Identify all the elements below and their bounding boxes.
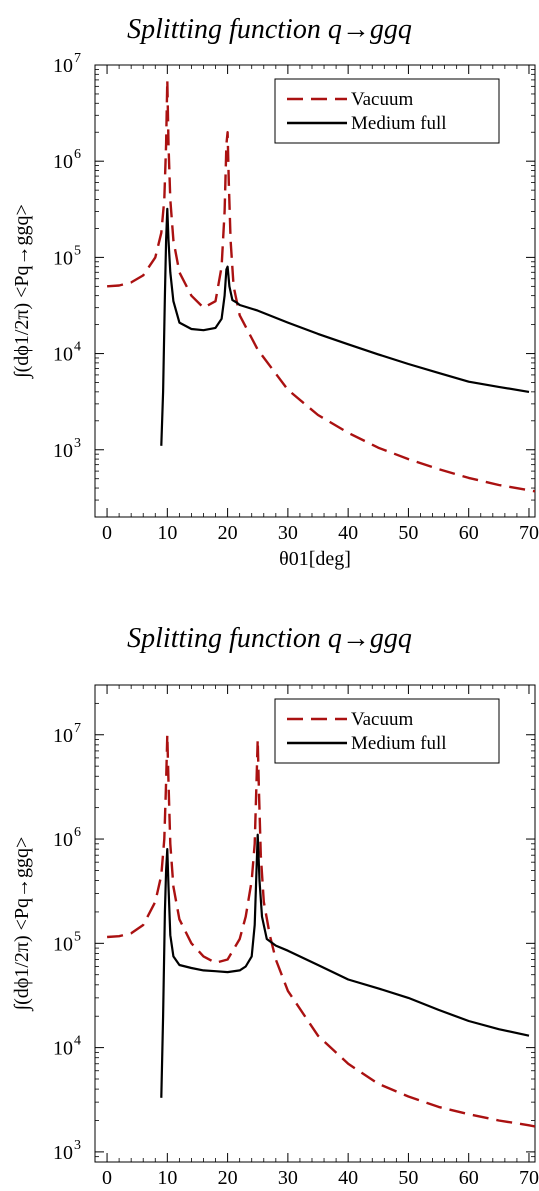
x-tick-label: 70	[519, 522, 539, 544]
y-tick-exponent: 5	[74, 929, 81, 944]
legend-label-1: Medium full	[351, 733, 447, 754]
series-group	[107, 733, 535, 1128]
x-tick-label: 30	[278, 522, 298, 544]
x-tick-label: 70	[519, 1167, 539, 1189]
y-tick-label: 10	[53, 440, 73, 462]
y-tick-exponent: 6	[74, 825, 81, 840]
y-tick-label: 10	[53, 829, 73, 851]
y-tick-label: 10	[53, 344, 73, 366]
y-tick-label: 10	[53, 247, 73, 269]
plot-frame	[94, 64, 536, 518]
chart-title: Splitting function q→ggq	[127, 623, 412, 654]
series-line-1	[160, 207, 530, 446]
chart-panel-1: Splitting function q→ggq 0 10 20 30 40 50 60 70…	[0, 0, 539, 595]
x-axis-label: θ01[deg]	[279, 548, 351, 570]
series-line-1	[160, 833, 530, 1098]
x-tick-label: 20	[218, 1167, 238, 1189]
x-tick-label: 20	[218, 522, 238, 544]
plot-frame	[94, 684, 536, 1163]
legend-box	[274, 78, 500, 144]
y-tick-label: 10	[53, 1038, 73, 1060]
y-tick-exponent: 3	[74, 436, 81, 451]
series-group	[107, 78, 535, 493]
y-tick-exponent: 4	[74, 1034, 81, 1049]
legend-label-0: Vacuum	[351, 89, 413, 110]
series-line-0	[107, 78, 535, 493]
x-tick-label: 0	[102, 1167, 112, 1189]
chart-2-plot: 010203040506070103104105106107θ01[deg]∫(…	[11, 684, 539, 1189]
x-tick-label: 50	[398, 522, 418, 544]
y-tick-exponent: 5	[74, 243, 81, 258]
legend-label-1: Medium full	[351, 113, 447, 134]
chart-panel-2: Splitting function q→ggq 0 10 20 30 40 50 60 70…	[0, 595, 539, 1191]
y-tick-label: 10	[53, 151, 73, 173]
x-tick-label: 50	[398, 1167, 418, 1189]
y-axis-label: ∫(dϕ1/2π) <Pq→ggq>	[11, 204, 34, 380]
x-tick-label: 60	[459, 1167, 479, 1189]
x-tick-label: 10	[157, 522, 177, 544]
x-tick-label: 60	[459, 522, 479, 544]
y-tick-label: 10	[53, 933, 73, 955]
y-tick-label: 10	[53, 55, 73, 77]
y-tick-exponent: 4	[74, 340, 81, 355]
x-tick-label: 30	[278, 1167, 298, 1189]
chart-title: Splitting function q→ggq	[127, 14, 412, 45]
y-tick-exponent: 7	[74, 721, 81, 736]
x-tick-label: 10	[157, 1167, 177, 1189]
y-tick-exponent: 7	[74, 51, 81, 66]
legend-label-0: Vacuum	[351, 709, 413, 730]
y-tick-exponent: 3	[74, 1138, 81, 1153]
y-tick-exponent: 6	[74, 147, 81, 162]
y-axis-label: ∫(dϕ1/2π) <Pq→ggq>	[11, 837, 34, 1013]
x-tick-label: 0	[102, 522, 112, 544]
y-tick-label: 10	[53, 1142, 73, 1164]
x-tick-label: 40	[338, 1167, 358, 1189]
y-tick-label: 10	[53, 725, 73, 747]
series-line-0	[107, 733, 535, 1128]
legend-box	[274, 698, 500, 764]
x-tick-label: 40	[338, 522, 358, 544]
